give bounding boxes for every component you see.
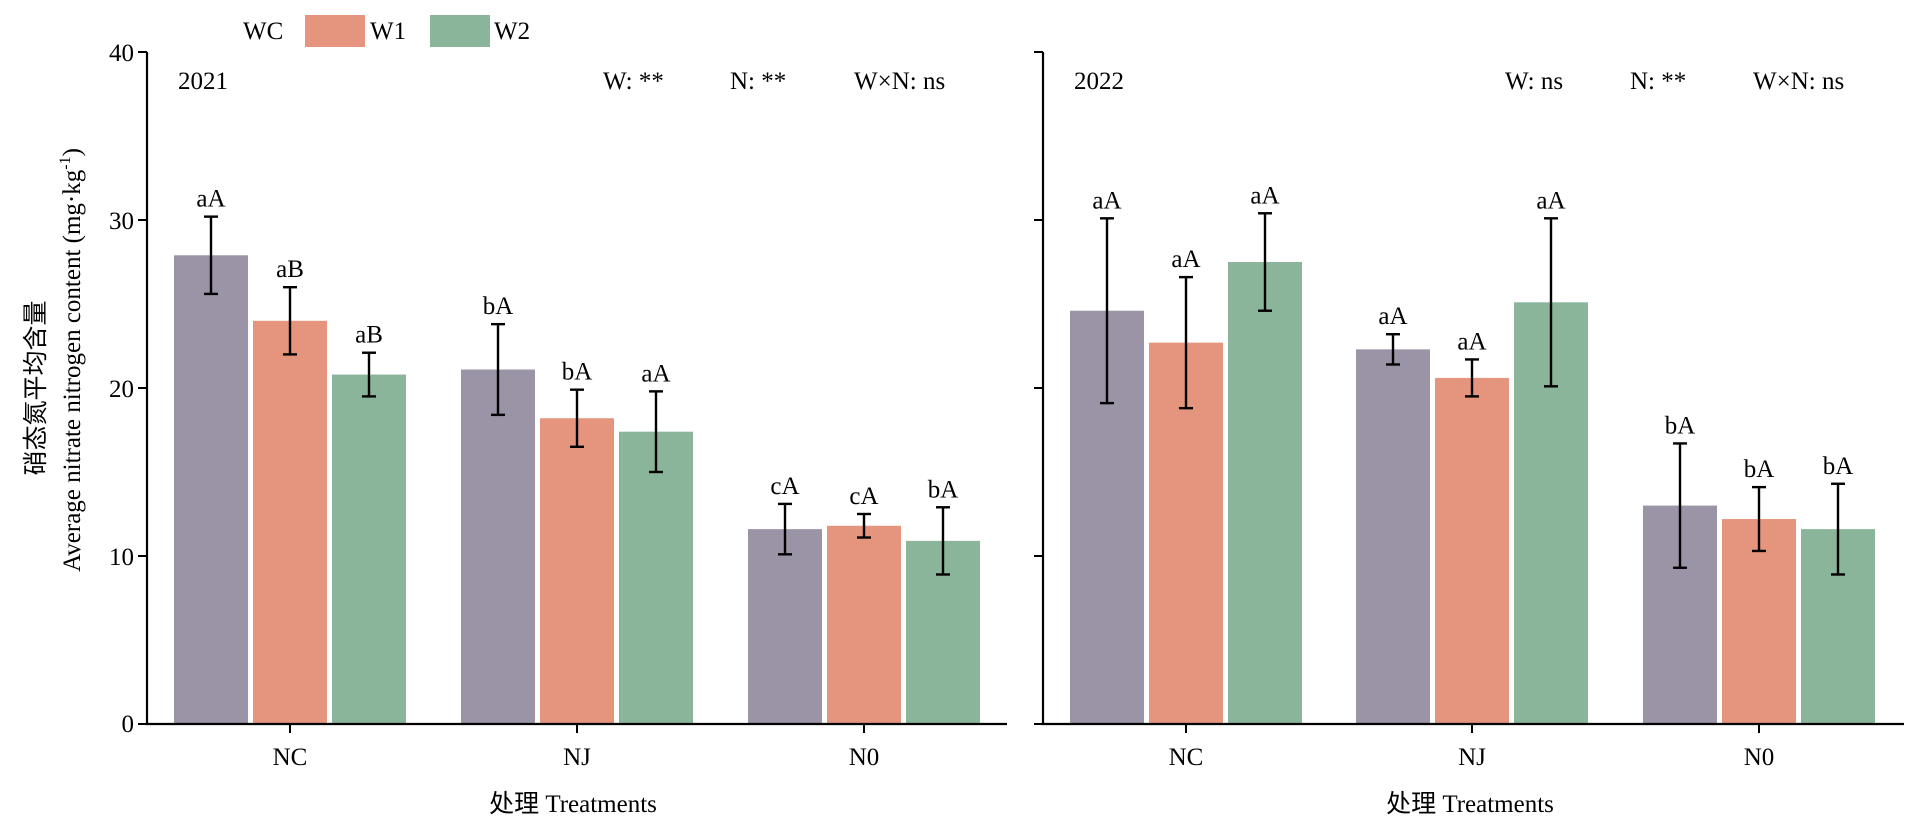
bar-w1-n0 <box>827 525 901 724</box>
significance-label-wc-n0: cA <box>770 473 799 500</box>
significance-label-w1-n0: bA <box>1744 456 1775 483</box>
y-axis-title: 硝态氮平均含量 Average nitrate nitrogen content… <box>22 148 86 572</box>
stat-annotation-wxn: W×N: ns <box>854 68 945 95</box>
y-axis-label-en-close: ) <box>59 148 86 156</box>
significance-label-wc-nc: aA <box>1092 187 1121 214</box>
significance-label-w2-nc: aA <box>1250 182 1279 209</box>
x-tick-label-nj: NJ <box>1458 744 1486 771</box>
stat-annotation-w: W: ns <box>1505 68 1563 95</box>
x-tick-label-nj: NJ <box>563 744 591 771</box>
bar-w2-nc <box>1228 262 1302 724</box>
y-axis-label-en: Average nitrate nitrogen content (mg·kg-… <box>57 148 86 572</box>
x-tick-label-n0: N0 <box>849 744 880 771</box>
stat-annotation-w: W: ** <box>603 68 664 95</box>
x-tick-label-n0: N0 <box>1744 744 1775 771</box>
y-tick-label-10: 10 <box>109 544 134 571</box>
legend-swatch-w1 <box>305 15 365 47</box>
legend: WC W1 W2 <box>243 15 530 47</box>
legend-swatch-w2 <box>430 15 490 47</box>
stat-annotation-wxn: W×N: ns <box>1753 68 1844 95</box>
significance-label-wc-nc: aA <box>196 186 225 213</box>
bar-w1-nj <box>1435 377 1509 724</box>
stat-annotation-n: N: ** <box>1630 68 1686 95</box>
bar-w1-n0 <box>1722 519 1796 724</box>
y-axis-label-cn: 硝态氮平均含量 <box>22 300 50 475</box>
significance-label-w1-nj: aA <box>1457 328 1486 355</box>
bar-wc-nj <box>461 369 535 724</box>
bar-w1-nc <box>253 320 327 724</box>
stat-annotation-n: N: ** <box>730 68 786 95</box>
x-tick-label-nc: NC <box>1169 744 1204 771</box>
legend-label-w1: W1 <box>370 18 406 45</box>
significance-label-wc-nj: aA <box>1378 303 1407 330</box>
significance-label-w2-nj: aA <box>641 360 670 387</box>
x-axis-label: 处理 Treatments <box>489 790 657 818</box>
y-axis-label-en-main: Average nitrate nitrogen content (mg·kg <box>59 169 86 572</box>
significance-label-w1-nc: aB <box>276 256 304 283</box>
y-tick-labels: 0 10 20 30 40 <box>109 40 134 738</box>
bar-w1-nj <box>540 418 614 724</box>
bar-wc-n0 <box>748 529 822 724</box>
bar-wc-nc <box>174 255 248 724</box>
panel-2022: 2022 W: ns N: ** W×N: ns NC NJ N0 处理 Tre… <box>1034 51 1904 818</box>
y-tick-label-20: 20 <box>109 376 134 403</box>
x-axis-label: 处理 Treatments <box>1386 790 1554 818</box>
y-tick-label-0: 0 <box>122 711 135 738</box>
bars <box>174 255 980 724</box>
panel-year-label: 2022 <box>1074 68 1124 95</box>
significance-label-wc-n0: bA <box>1665 412 1696 439</box>
legend-label-wc: WC <box>243 18 283 45</box>
significance-label-wc-nj: bA <box>483 293 514 320</box>
y-axis-label-en-sup: -1 <box>57 156 74 169</box>
significance-label-w2-n0: bA <box>1823 453 1854 480</box>
significance-label-w1-nc: aA <box>1171 246 1200 273</box>
significance-label-w1-nj: bA <box>562 359 593 386</box>
significance-label-w2-nj: aA <box>1536 187 1565 214</box>
panel-2021: 2021 W: ** N: ** W×N: ns NC NJ N0 处理 Tre… <box>138 51 1007 818</box>
bar-w2-nc <box>332 374 406 724</box>
bar-wc-nj <box>1356 349 1430 724</box>
legend-label-w2: W2 <box>494 18 530 45</box>
significance-label-w2-n0: bA <box>928 476 959 503</box>
significance-label-w2-nc: aB <box>355 322 383 349</box>
bar-w2-nj <box>619 431 693 724</box>
y-tick-label-40: 40 <box>109 40 134 67</box>
y-tick-label-30: 30 <box>109 208 134 235</box>
x-tick-label-nc: NC <box>273 744 308 771</box>
significance-label-w1-n0: cA <box>849 483 878 510</box>
panel-year-label: 2021 <box>178 68 228 95</box>
